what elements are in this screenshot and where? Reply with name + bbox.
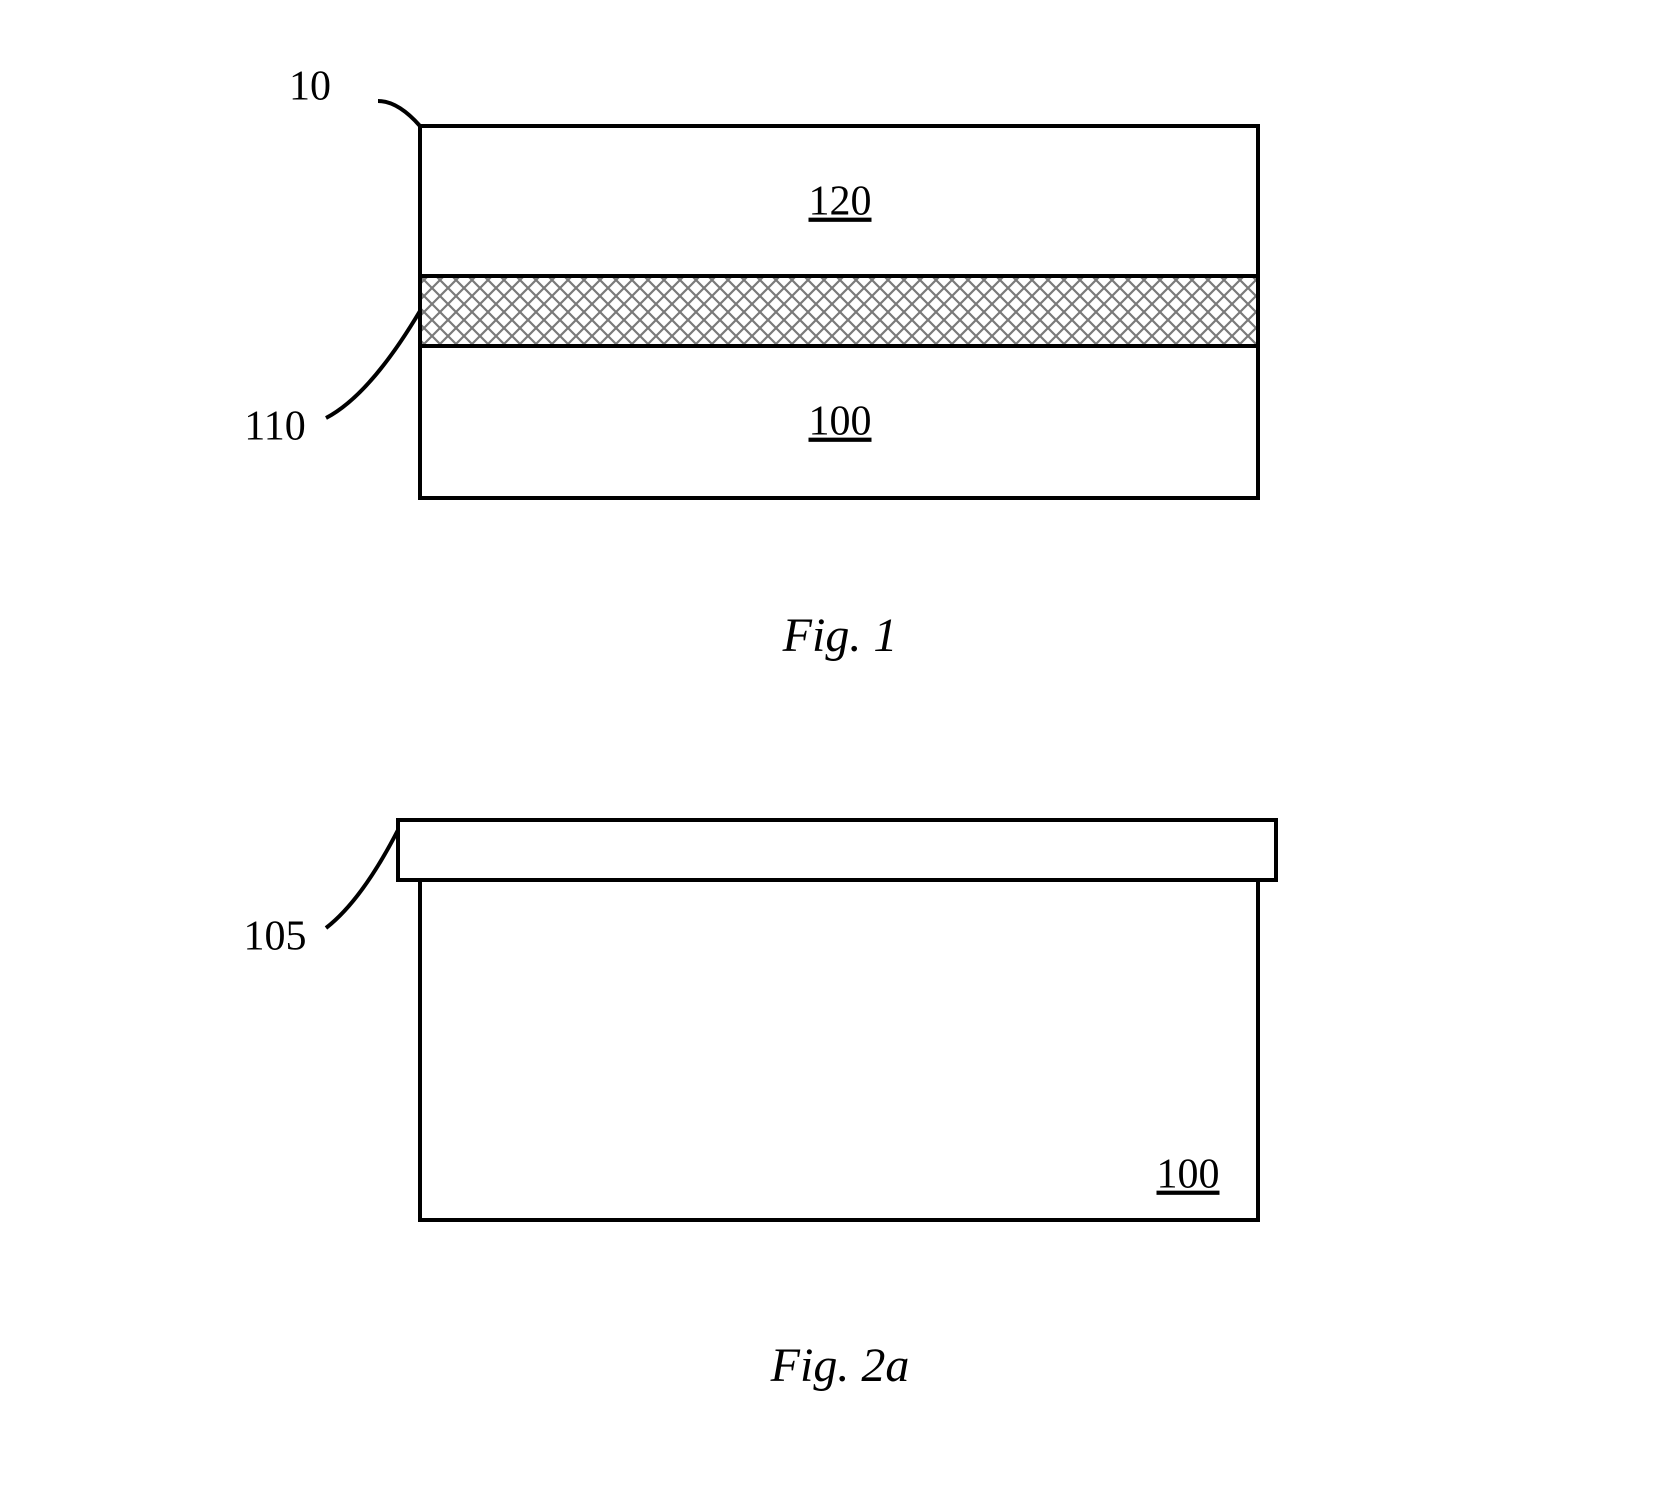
fig1-layer-hatch <box>420 276 1258 346</box>
fig2a-body-label: 100 <box>1157 1152 1220 1198</box>
fig1-assembly-callout: 10 <box>289 64 331 110</box>
fig2a-top-callout: 105 <box>244 914 307 960</box>
fig2a-top-layer <box>398 820 1276 880</box>
fig2a-body-layer <box>420 880 1258 1220</box>
fig1-layer-bottom-label: 100 <box>809 399 872 445</box>
fig1-hatch-leader <box>326 311 420 418</box>
fig2a-caption: Fig. 2a <box>770 1339 910 1392</box>
fig1-layer-top-label: 120 <box>809 179 872 225</box>
figure-2a: 100 105 Fig. 2a <box>244 820 1277 1392</box>
fig1-caption: Fig. 1 <box>782 609 898 662</box>
fig2a-top-leader <box>326 830 398 928</box>
fig1-hatch-callout: 110 <box>244 404 305 450</box>
fig1-assembly-leader <box>378 101 420 126</box>
figure-1: 120 100 10 110 Fig. 1 <box>244 64 1258 662</box>
